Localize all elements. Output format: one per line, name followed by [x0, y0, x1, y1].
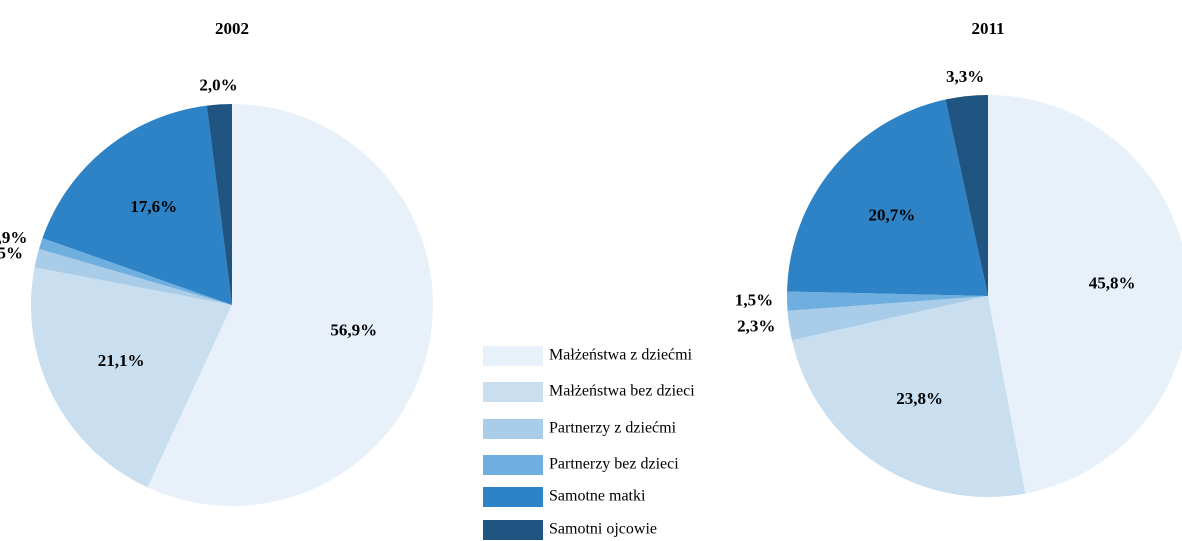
chart-title: 2002	[215, 19, 249, 38]
pie-slice	[945, 95, 988, 296]
pie-slice	[786, 291, 988, 311]
legend-swatch	[483, 419, 543, 439]
legend-swatch	[483, 455, 543, 475]
data-label: 21,1%	[98, 351, 145, 370]
pie-slice	[38, 238, 232, 305]
data-label: 2,3%	[737, 317, 775, 336]
data-label: 17,6%	[130, 197, 177, 216]
data-label: 0,9%	[0, 228, 27, 247]
legend-label: Samotni ojcowie	[549, 521, 657, 538]
pie-slice	[988, 95, 1182, 494]
chart-title: 2011	[971, 19, 1004, 38]
pie-slice	[787, 99, 988, 296]
pie-slice	[791, 296, 1026, 497]
legend-label: Partnerzy z dziećmi	[549, 420, 677, 437]
legend-swatch	[483, 382, 543, 402]
legend-label: Małżeństwa z dziećmi	[549, 347, 693, 364]
data-label: 2,0%	[199, 75, 237, 94]
data-label: 1,5%	[0, 244, 23, 263]
pie-slice	[34, 248, 233, 305]
data-label: 3,3%	[946, 67, 984, 86]
pie-slice	[147, 104, 433, 507]
pie-slice	[42, 105, 233, 305]
data-label: 56,9%	[330, 321, 377, 340]
legend-label: Samotne matki	[549, 488, 646, 505]
legend-label: Partnerzy bez dzieci	[549, 456, 679, 473]
data-label: 45,8%	[1089, 273, 1136, 292]
legend-swatch	[483, 520, 543, 540]
pie-slice	[31, 267, 233, 488]
pie-slice	[206, 104, 232, 305]
data-label: 23,8%	[896, 389, 943, 408]
legend-swatch	[483, 346, 543, 366]
data-label: 1,5%	[735, 290, 773, 309]
data-label: 20,7%	[869, 206, 916, 225]
legend-swatch	[483, 487, 543, 507]
pie-slice	[787, 296, 988, 341]
legend-label: Małżeństwa bez dzieci	[549, 383, 695, 400]
